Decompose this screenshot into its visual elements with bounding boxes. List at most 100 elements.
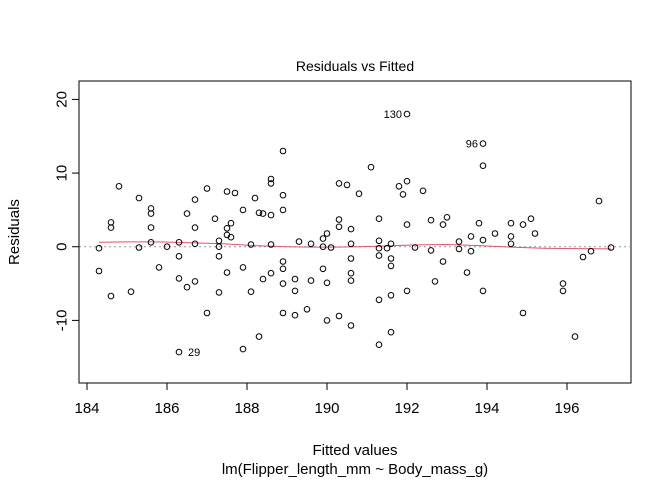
outlier-label: 96	[466, 139, 478, 151]
residual-point	[279, 309, 287, 317]
residual-point	[135, 194, 143, 202]
residual-point	[427, 216, 435, 224]
residual-point	[347, 240, 355, 248]
residual-point	[431, 278, 439, 285]
residual-point	[399, 191, 407, 198]
residual-point	[239, 345, 247, 353]
residual-point	[595, 197, 603, 205]
residual-point	[147, 224, 155, 231]
x-tick-label: 196	[554, 400, 579, 417]
y-tick-label: -10	[54, 310, 71, 332]
residual-point	[607, 244, 615, 251]
residual-point	[559, 280, 567, 287]
residual-point	[375, 341, 383, 349]
x-axis-sublabel: lm(Flipper_length_mm ~ Body_mass_g)	[222, 461, 488, 478]
x-tick-label: 188	[234, 400, 259, 417]
residual-point	[175, 348, 183, 356]
residual-point	[227, 233, 235, 241]
residual-point	[279, 206, 287, 214]
smoother-layer	[98, 241, 612, 250]
y-tick-label: 0	[54, 243, 71, 251]
residual-point	[95, 267, 103, 275]
residual-point	[375, 252, 383, 259]
residual-point	[95, 244, 103, 252]
residual-point	[163, 243, 171, 250]
residual-point	[475, 219, 483, 227]
residual-point	[203, 185, 211, 192]
residual-point	[267, 211, 275, 219]
y-tick-label: 20	[54, 91, 71, 108]
residual-point	[215, 252, 223, 260]
residual-point	[455, 238, 463, 245]
residual-point	[403, 287, 411, 295]
residual-point	[527, 215, 535, 222]
residual-point	[335, 312, 343, 320]
outlier-label: 130	[384, 109, 402, 121]
residual-point	[507, 233, 515, 240]
residual-point	[375, 296, 383, 304]
residual-point	[115, 183, 123, 190]
plot-frame	[78, 80, 632, 384]
residual-point	[147, 205, 155, 212]
residual-point	[291, 287, 299, 295]
residual-point	[467, 233, 475, 240]
residual-point	[203, 309, 211, 317]
residual-point	[239, 264, 247, 271]
y-axis-label: Residuals	[6, 199, 23, 265]
residual-point	[319, 235, 327, 242]
residual-point	[175, 275, 183, 282]
outlier-label: 29	[188, 347, 200, 359]
residual-point	[319, 265, 327, 273]
residual-point	[127, 288, 135, 296]
residual-point	[279, 191, 287, 199]
x-tick-label: 192	[394, 400, 419, 417]
residual-point	[215, 243, 223, 250]
x-tick-label: 184	[74, 400, 99, 417]
residual-point	[387, 328, 395, 336]
residual-point	[323, 230, 331, 237]
residual-point	[419, 187, 427, 195]
annotations-layer: 130 96 29	[188, 109, 478, 359]
residual-point	[347, 255, 355, 262]
residual-point	[191, 224, 199, 231]
residual-point	[255, 209, 263, 217]
smoother-line	[98, 241, 612, 250]
residual-point	[303, 306, 311, 313]
residual-point	[191, 240, 199, 248]
x-tick-label: 186	[154, 400, 179, 417]
residual-point	[183, 210, 191, 217]
residual-point	[135, 244, 143, 251]
residual-point	[467, 247, 475, 255]
residual-point	[491, 230, 499, 237]
residual-point	[479, 236, 487, 244]
residual-point	[279, 265, 287, 273]
y-tick-label: 10	[54, 165, 71, 182]
residual-point	[267, 180, 275, 187]
residual-point	[571, 333, 579, 340]
residual-point	[579, 253, 587, 261]
residual-point	[307, 240, 315, 248]
residual-point	[439, 258, 447, 265]
residual-point	[215, 289, 223, 296]
residual-point	[427, 247, 435, 254]
residual-point	[267, 241, 275, 248]
x-axis: 184 186 188 190 192 194 196	[74, 382, 580, 417]
residual-point	[291, 275, 299, 283]
residual-point	[267, 175, 275, 183]
residual-point	[387, 240, 395, 248]
points-layer	[95, 110, 615, 356]
residual-point	[479, 162, 487, 169]
residual-point	[191, 278, 199, 285]
residual-point	[267, 269, 275, 277]
residual-point	[279, 147, 287, 155]
residual-point	[519, 309, 527, 317]
residual-point	[479, 287, 487, 295]
residual-point	[291, 311, 299, 319]
residual-point	[175, 239, 183, 246]
residual-point	[255, 333, 263, 340]
residual-point	[375, 237, 383, 245]
residual-point	[307, 277, 315, 284]
residual-point	[211, 215, 219, 222]
residual-point	[531, 230, 539, 237]
